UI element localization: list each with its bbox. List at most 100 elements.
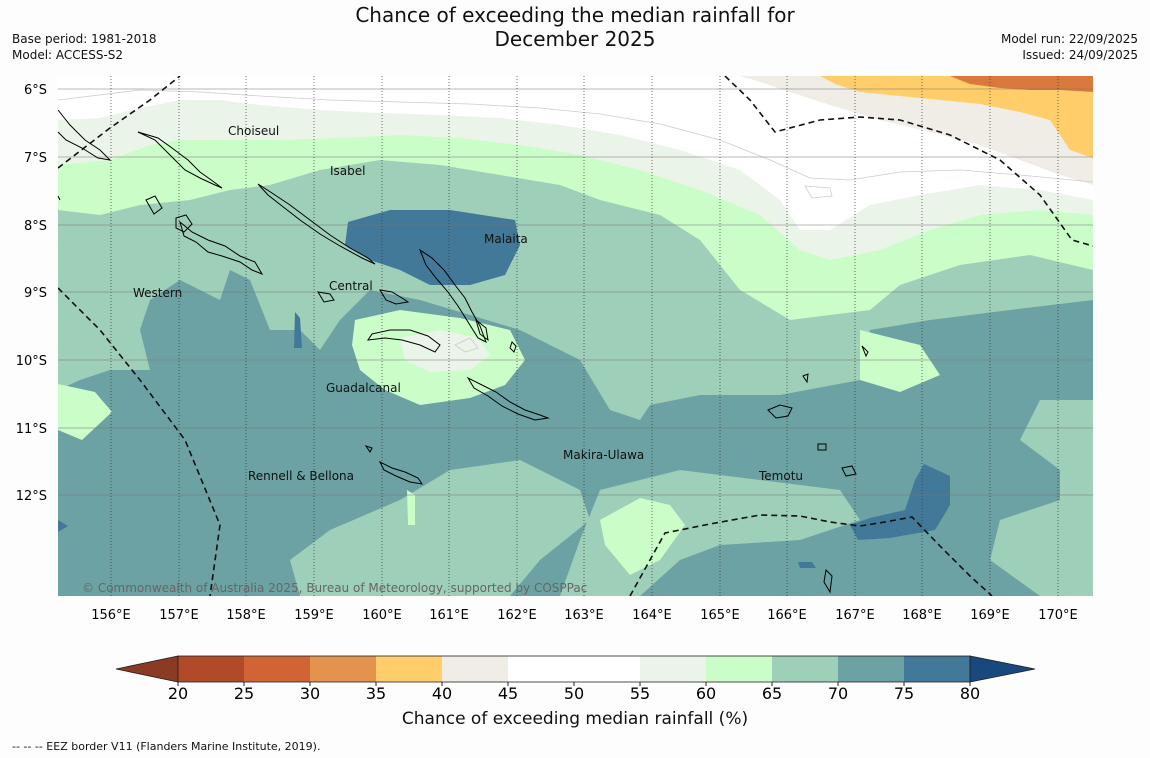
longitude-labels: 156°E 157°E 158°E 159°E 160°E 161°E 162°… [91,608,1078,623]
santa-isabel-outline [257,183,376,265]
band-75-80-east [850,464,950,540]
contour-50-guadalcanal [454,337,479,353]
small-island-east-outline [802,373,809,384]
lon-label: 168°E [902,608,942,623]
base-period: Base period: 1981-2018 [12,32,157,46]
place-choiseul: Choiseul [228,124,279,138]
colorbar-segment [574,656,640,682]
lon-label: 164°E [632,608,672,623]
place-rennell-bellona: Rennell & Bellona [248,469,354,483]
place-central: Central [329,279,373,293]
band-55-60-guadalcanal [400,330,490,372]
lon-label: 160°E [362,608,402,623]
band-75-80-malaita [345,210,520,285]
colorbar-segment [838,656,904,682]
guadalcanal-outline [366,329,441,353]
vella-lavella-outline [175,214,193,233]
colorbar-segment [178,656,244,682]
colorbar-segment [376,656,442,682]
eez-border [58,76,1093,596]
lat-label: 8°S [24,219,47,234]
contour-50-loop [804,185,833,199]
lat-label: 7°S [24,151,47,166]
choiseul-island-outline [137,131,223,189]
band-60-65-south-west [407,490,415,525]
colorbar-tick-label: 45 [498,684,518,703]
colorbar-segment [640,656,706,682]
lat-label: 6°S [24,83,47,98]
place-malaita: Malaita [484,232,528,246]
coastlines [57,109,869,594]
colorbar-segment [706,656,772,682]
contour-50 [58,89,1093,183]
band-35-40 [820,76,1093,158]
colorbar-label: Chance of exceeding median rainfall (%) [401,709,749,729]
colorbar-segment [772,656,838,682]
colorbar-tick-label: 80 [960,684,980,703]
ontong-java-outline [57,195,61,201]
lon-label: 167°E [835,608,875,623]
model-run: Model run: 22/09/2025 [1000,32,1138,46]
colorbar-segment [310,656,376,682]
lon-label: 170°E [1038,608,1078,623]
map-title: Chance of exceeding the median rainfall … [0,3,1150,51]
model-name: Model: ACCESS-S2 [12,48,124,62]
lon-label: 157°E [159,608,199,623]
lon-label: 158°E [226,608,266,623]
colorbar-tick-label: 55 [630,684,650,703]
bougainville-outline [57,109,112,161]
band-65-70-south [290,460,590,596]
band-65-70-south-east [990,400,1093,596]
utupua-outline [817,443,827,451]
colorbar-tick-label: 20 [168,684,188,703]
vanikoro-outline [841,465,857,477]
shortland-island-outline [145,195,163,215]
lon-label: 163°E [564,608,604,623]
small-island-outline [509,341,517,353]
colorbar-segment [904,656,970,682]
eez-border-south [629,514,993,596]
band-60-65-west [58,384,112,440]
colorbar-tick-label: 35 [366,684,386,703]
latitude-gridlines [58,88,1093,496]
colorbar-tick-label: 50 [564,684,584,703]
band-45-55 [58,76,1093,230]
eez-border-northeast [724,76,1093,247]
anuta-outline [823,568,833,594]
bellona-outline [364,445,373,453]
lon-label: 169°E [970,608,1010,623]
colorbar-tick-label: 25 [234,684,254,703]
small-malaita-outline [475,318,489,342]
lat-label: 11°S [16,422,47,437]
place-isabel: Isabel [330,164,365,178]
eez-border-west [58,287,221,596]
place-guadalcanal: Guadalcanal [326,381,401,395]
band-60-65-southern [600,498,685,575]
colorbar-segment [442,656,508,682]
ndeni-outline [767,404,793,419]
colorbar-tick-label: 60 [696,684,716,703]
rennell-outline [378,460,424,485]
model-info: Base period: 1981-2018 Model: ACCESS-S2 [12,31,157,63]
latitude-labels: 6°S 7°S 8°S 9°S 10°S 11°S 12°S [16,83,47,504]
title-line-2: December 2025 [494,27,656,51]
lat-label: 10°S [16,354,47,369]
place-temotu: Temotu [758,469,803,483]
lon-label: 156°E [91,608,131,623]
probability-field [58,76,1093,596]
lon-label: 161°E [429,608,469,623]
colorbar-tick-label: 65 [762,684,782,703]
place-western: Western [133,286,182,300]
band-30-35 [950,76,1093,92]
contour-lines [58,89,1093,353]
copyright-notice: © Commonwealth of Australia 2025, Bureau… [82,581,587,595]
malaita-outline [418,248,487,344]
colorbar-extend-low [115,655,179,683]
lat-label: 9°S [24,286,47,301]
nggela-outline [379,289,410,305]
colorbar-extend-high [969,655,1036,683]
colorbar-ticks: 20 25 30 35 40 45 50 55 60 65 70 75 80 [168,682,980,703]
small-island-north-outline [861,345,869,358]
eez-border-northwest [58,76,181,169]
